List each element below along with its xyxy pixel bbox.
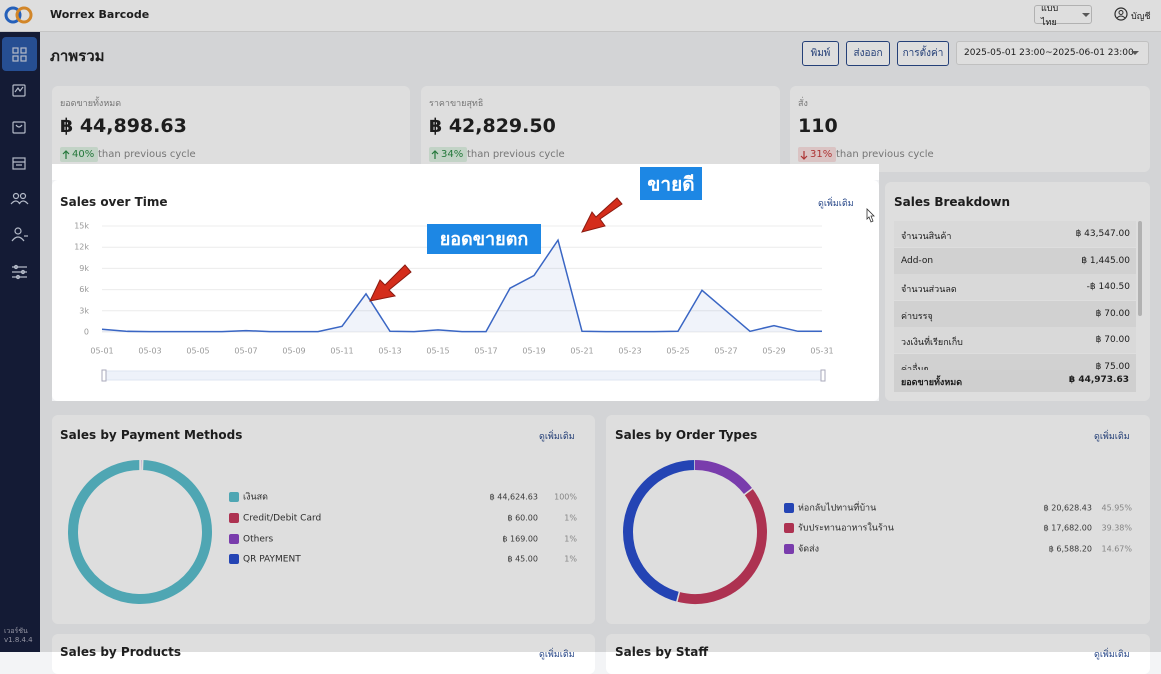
arrow	[582, 198, 622, 232]
page: { "app": {"name": "Worrex Barcode", "lan…	[0, 0, 1161, 652]
annotation-text: ยอดขายตก	[440, 229, 529, 250]
annotation-text: ขายดี	[647, 174, 694, 196]
arrow	[370, 265, 411, 301]
annotation-layer: ขายดี ยอดขายตก	[0, 0, 1161, 652]
